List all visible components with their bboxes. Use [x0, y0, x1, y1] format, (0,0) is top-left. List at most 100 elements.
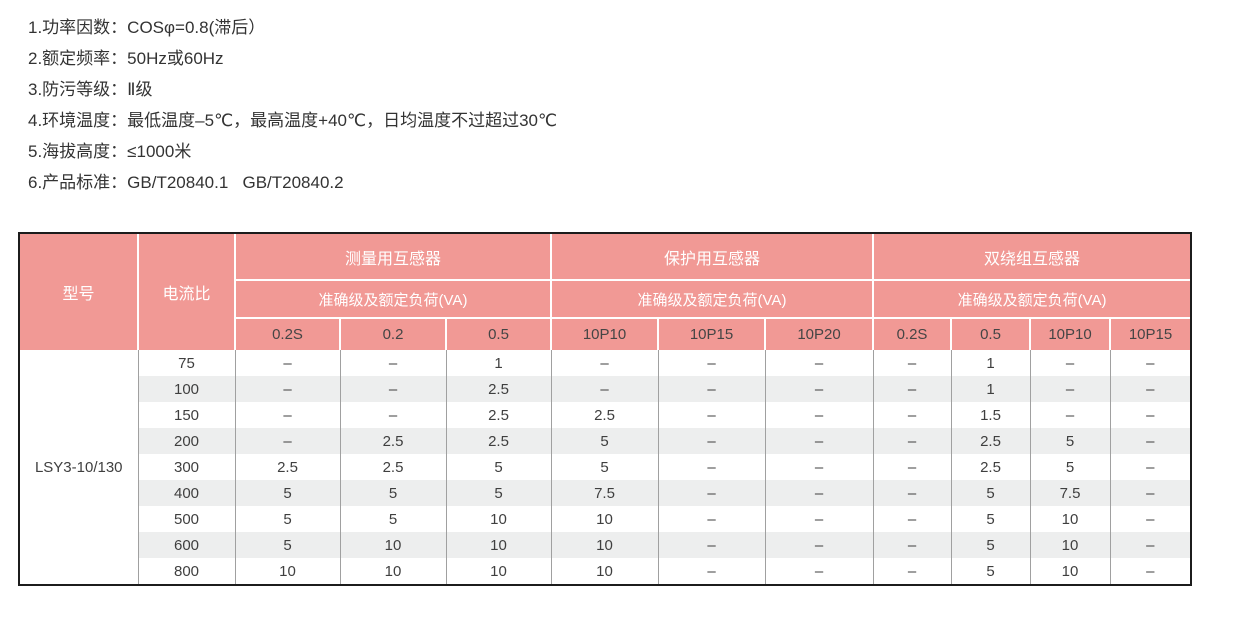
value-cell: 7.5 — [550, 480, 659, 506]
value-cell: 10 — [1029, 532, 1111, 558]
value-cell: 5 — [1029, 428, 1111, 454]
spec-note: 4.环境温度：最低温度–5℃，最高温度+40℃，日均温度不过超过30℃ — [28, 111, 558, 130]
value-cell: 5 — [950, 506, 1031, 532]
value-cell: 5 — [234, 480, 341, 506]
value-cell: 2.5 — [339, 428, 447, 454]
accuracy-col-header: 0.2 — [339, 317, 447, 350]
subtitle-measuring: 准确级及额定负荷(VA) — [234, 279, 552, 319]
value-cell: 10 — [234, 558, 341, 584]
accuracy-col-header: 0.2S — [234, 317, 341, 350]
value-cell: 2.5 — [445, 376, 552, 402]
table-row: LSY3-10/130 75– –1– – – –1– – — [20, 350, 1191, 584]
page: 1.功率因数：COSφ=0.8(滞后） 2.额定频率：50Hz或60Hz 3.防污等… — [0, 12, 1256, 586]
value-cell: 1 — [950, 376, 1031, 402]
value-cell: – — [872, 350, 952, 376]
table-row: 600 5 10 10 10– – –5 10– — [20, 532, 1191, 558]
value-cell: 10 — [445, 532, 552, 558]
value-cell: – — [764, 558, 874, 584]
ratio-column-header: 电流比 — [137, 234, 236, 350]
accuracy-col-header: 10P15 — [1108, 317, 1191, 350]
table-row: 100– –2.5– – – –1– – — [20, 376, 1191, 402]
table-row: 150– –2.5 2.5– – –1.5– – — [20, 402, 1191, 428]
value-cell: 2.5 — [339, 454, 447, 480]
value-cell: – — [872, 402, 952, 428]
value-cell: – — [872, 558, 952, 584]
value-cell: – — [764, 506, 874, 532]
value-cell: 5 — [339, 506, 447, 532]
value-cell: – — [1109, 480, 1191, 506]
accuracy-col-header: 0.5 — [445, 317, 552, 350]
value-cell: – — [764, 376, 874, 402]
value-cell: – — [1109, 428, 1191, 454]
value-cell: 1 — [445, 350, 552, 376]
value-cell: – — [657, 402, 766, 428]
value-cell: 5 — [339, 480, 447, 506]
model-cell: LSY3-10/130 — [20, 350, 139, 584]
value-cell: – — [764, 532, 874, 558]
value-cell: – — [1109, 558, 1191, 584]
spec-note: 5.海拔高度：≤1000米 — [28, 142, 192, 161]
value-cell: – — [1109, 532, 1191, 558]
value-cell: – — [657, 376, 766, 402]
value-cell: – — [764, 402, 874, 428]
spec-note: 6.产品标准：GB/T20840.1 GB/T20840.2 — [28, 173, 344, 192]
value-cell: 5 — [950, 532, 1031, 558]
value-cell: – — [764, 454, 874, 480]
value-cell: 2.5 — [234, 454, 341, 480]
value-cell: 10 — [550, 506, 659, 532]
value-cell: 5 — [234, 506, 341, 532]
value-cell: – — [339, 350, 447, 376]
value-cell: 10 — [445, 506, 552, 532]
value-cell: 10 — [550, 532, 659, 558]
spec-note: 2.额定频率：50Hz或60Hz — [28, 49, 224, 68]
accuracy-col-header: 0.5 — [950, 317, 1031, 350]
value-cell: – — [1109, 506, 1191, 532]
value-cell: – — [872, 480, 952, 506]
value-cell: – — [657, 350, 766, 376]
value-cell: 5 — [550, 454, 659, 480]
value-cell: – — [550, 376, 659, 402]
value-cell: – — [1109, 454, 1191, 480]
ratio-cell: 500 — [137, 506, 236, 532]
value-cell: 10 — [445, 558, 552, 584]
value-cell: – — [657, 480, 766, 506]
table-row: 300 2.5 2.5 5 5– – –2.5 5– — [20, 454, 1191, 480]
value-cell: – — [764, 480, 874, 506]
accuracy-col-header: 10P10 — [1029, 317, 1111, 350]
spec-table-frame: 型号 电流比 测量用互感器 保护用互感器 双绕组互感器 准确级及额定负荷(VA)… — [18, 232, 1192, 586]
ratio-cell: 800 — [137, 558, 236, 584]
table-row: 200–2.5 2.5 5– – –2.5 5– — [20, 428, 1191, 454]
value-cell: 1.5 — [950, 402, 1031, 428]
value-cell: – — [764, 350, 874, 376]
value-cell: 7.5 — [1029, 480, 1111, 506]
ratio-cell: 75 — [137, 350, 236, 376]
table-body: LSY3-10/130 75– –1– – – –1– –100– –2.5– – – –1– –15… — [20, 350, 1191, 584]
value-cell: – — [872, 506, 952, 532]
value-cell: – — [550, 350, 659, 376]
value-cell: 2.5 — [445, 402, 552, 428]
value-cell: – — [872, 532, 952, 558]
value-cell: 5 — [1029, 454, 1111, 480]
spec-table: 型号 电流比 测量用互感器 保护用互感器 双绕组互感器 准确级及额定负荷(VA)… — [20, 234, 1191, 584]
value-cell: 2.5 — [550, 402, 659, 428]
value-cell: 5 — [445, 454, 552, 480]
value-cell: – — [657, 558, 766, 584]
value-cell: 1 — [950, 350, 1031, 376]
table-row: 400 5 5 5 7.5– – –5 7.5– — [20, 480, 1191, 506]
value-cell: – — [764, 428, 874, 454]
value-cell: 10 — [339, 532, 447, 558]
value-cell: – — [1109, 376, 1191, 402]
table-row: 800 10 10 10 10– – –5 10– — [20, 558, 1191, 584]
header-subtitle-row: 准确级及额定负荷(VA) 准确级及额定负荷(VA) 准确级及额定负荷(VA) — [20, 279, 1191, 319]
table-row: 500 5 5 10 10– – –5 10– — [20, 506, 1191, 532]
value-cell: 5 — [950, 480, 1031, 506]
value-cell: 5 — [550, 428, 659, 454]
value-cell: – — [657, 506, 766, 532]
ratio-cell: 200 — [137, 428, 236, 454]
value-cell: – — [1029, 376, 1111, 402]
value-cell: 10 — [550, 558, 659, 584]
group-header-protection: 保护用互感器 — [550, 234, 874, 281]
value-cell: – — [657, 454, 766, 480]
value-cell: – — [339, 376, 447, 402]
accuracy-col-header: 10P15 — [657, 317, 766, 350]
